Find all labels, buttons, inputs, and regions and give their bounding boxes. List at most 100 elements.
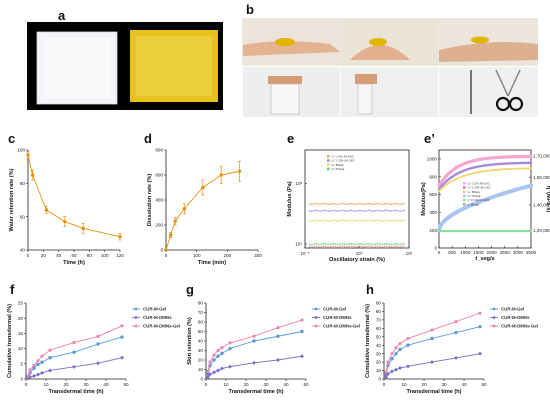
data-point bbox=[390, 352, 394, 356]
x-tick-label: 50 bbox=[481, 382, 487, 387]
x-axis-label: Transdermal time (h) bbox=[228, 389, 283, 395]
data-point bbox=[201, 185, 205, 190]
data-point bbox=[120, 335, 124, 339]
series-g-prime-blank bbox=[308, 219, 406, 222]
legend-label: CUR-M-Gel bbox=[323, 307, 346, 312]
x-tick-label: 20 bbox=[243, 382, 249, 387]
legend-swatch bbox=[327, 163, 330, 166]
legend-swatch bbox=[327, 159, 330, 162]
legend-label: CUR-M-Gel bbox=[143, 307, 166, 312]
y-axis-label: Modulus (Pa) bbox=[287, 181, 293, 216]
data-point bbox=[430, 360, 434, 365]
legend-label: CUR-M-DMNs bbox=[323, 315, 352, 320]
x-tick-label: 500 bbox=[448, 250, 456, 255]
y-tick-label: 200 bbox=[155, 223, 163, 228]
x-axis-label: Time (min) bbox=[198, 260, 226, 266]
y-tick-label: 1000 bbox=[427, 157, 438, 162]
data-point bbox=[36, 359, 40, 363]
legend-label: G’ CUR-M-GEL bbox=[332, 154, 355, 158]
data-point bbox=[212, 353, 216, 357]
y-tick-label: 20 bbox=[376, 360, 382, 365]
y-axis-label: Cumulative transdermal (%) bbox=[7, 304, 13, 378]
series-line bbox=[27, 154, 121, 238]
data-point bbox=[96, 342, 100, 346]
data-point bbox=[206, 370, 210, 373]
y-tick-label: 10¹ bbox=[295, 242, 302, 247]
legend-marker bbox=[134, 316, 138, 319]
legend-marker bbox=[314, 316, 318, 319]
data-point bbox=[32, 366, 36, 371]
data-point bbox=[182, 207, 187, 211]
y-tick-label: 0 bbox=[200, 377, 203, 382]
y-axis-label: Skin retention (%) bbox=[187, 317, 193, 365]
x-tick-label: 60 bbox=[71, 253, 77, 258]
data-point bbox=[390, 357, 394, 361]
data-point bbox=[212, 370, 216, 375]
legend-swatch bbox=[327, 155, 330, 158]
series-g-prime-blank bbox=[438, 167, 532, 192]
panel-label-b: b bbox=[246, 2, 254, 17]
x-tick-label: 0 bbox=[165, 253, 168, 258]
y-tick-label: 100 bbox=[17, 148, 25, 153]
data-point bbox=[32, 363, 36, 367]
panel-label-a: a bbox=[58, 8, 66, 23]
data-point bbox=[26, 153, 30, 157]
data-point bbox=[220, 351, 224, 356]
y-tick-label: 0 bbox=[378, 377, 381, 382]
series-g-prime-cur bbox=[437, 154, 533, 188]
data-point bbox=[276, 326, 280, 330]
x-tick-label: 10 bbox=[401, 382, 407, 387]
y-tick-label: 20 bbox=[18, 316, 24, 321]
data-point bbox=[36, 372, 40, 377]
x-tick-label: 2500 bbox=[500, 250, 511, 255]
series-g-double-prime-cur bbox=[437, 161, 533, 191]
legend-marker bbox=[314, 324, 318, 328]
legend-swatch bbox=[327, 167, 330, 171]
data-point bbox=[300, 318, 304, 322]
data-point bbox=[72, 350, 76, 354]
data-point bbox=[208, 360, 212, 364]
x-tick-label: 10⁰ bbox=[356, 251, 363, 256]
y-axis-label: Dissolution rate (%) bbox=[147, 174, 153, 227]
x-tick-label: 40 bbox=[103, 382, 109, 387]
plot-frame bbox=[304, 149, 410, 249]
data-point bbox=[398, 342, 402, 345]
x-tick-label: 120 bbox=[116, 253, 124, 258]
y2-tick-label: 1,40,000 bbox=[533, 202, 550, 207]
data-point bbox=[48, 348, 52, 352]
legend-swatch bbox=[463, 203, 466, 206]
y-tick-label: 40 bbox=[20, 248, 26, 253]
data-point bbox=[394, 346, 398, 350]
data-point bbox=[394, 351, 398, 356]
data-point bbox=[384, 375, 388, 380]
data-point bbox=[384, 370, 388, 374]
series-g-double-prime-blank bbox=[308, 242, 406, 246]
data-point bbox=[40, 354, 44, 358]
x-tick-label: 30 bbox=[263, 382, 269, 387]
legend-label: CUR-M-DMNs-Gel bbox=[501, 324, 538, 329]
x-axis-label: Time (h) bbox=[63, 260, 85, 266]
panel-b-photos bbox=[242, 18, 538, 117]
data-point bbox=[120, 355, 124, 360]
y-tick-label: 10 bbox=[376, 368, 382, 373]
data-point bbox=[276, 358, 280, 362]
y-tick-label: 5 bbox=[20, 361, 23, 366]
data-point bbox=[44, 208, 49, 212]
legend-label: CUR-M-DMNs-Gel bbox=[323, 324, 360, 329]
data-point bbox=[276, 334, 280, 338]
data-point bbox=[40, 360, 44, 364]
y-tick-label: 10 bbox=[18, 346, 24, 351]
y-tick-label: 70 bbox=[198, 310, 204, 315]
data-point bbox=[208, 372, 212, 377]
data-point bbox=[406, 337, 410, 340]
x-tick-label: 30 bbox=[441, 382, 447, 387]
x-tick-label: 10¹ bbox=[406, 251, 413, 256]
y-tick-label: 25 bbox=[18, 301, 24, 306]
legend-label: CUR-M-DMNs-Gel bbox=[143, 324, 180, 329]
legend-label: G” Blank bbox=[468, 194, 481, 198]
data-point bbox=[394, 367, 398, 372]
y2-tick-label: 1,60,000 bbox=[533, 175, 550, 180]
y-tick-label: 800 bbox=[155, 148, 163, 153]
data-point bbox=[40, 370, 44, 375]
